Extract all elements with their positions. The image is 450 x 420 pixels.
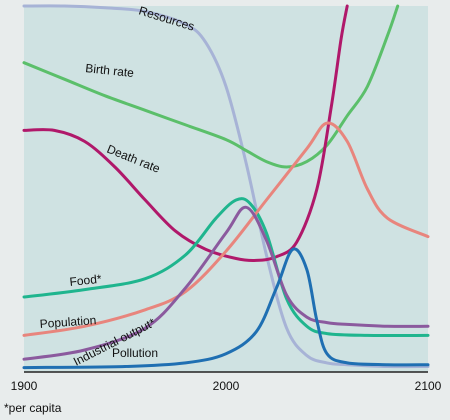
series-line-population — [22, 121, 430, 337]
series-line-pollution — [22, 247, 430, 370]
series-line-birth-rate — [22, 4, 400, 169]
series-label-birth-rate: Birth rate — [85, 61, 135, 80]
footnote: *per capita — [4, 401, 62, 415]
series-line-resources — [22, 4, 430, 369]
plot-area — [24, 6, 428, 372]
series-line-food — [22, 197, 430, 338]
series-lines — [22, 4, 430, 370]
series-label-food: Food* — [69, 272, 103, 289]
series-line-industrial-output — [22, 205, 430, 361]
series-label-pollution: Pollution — [112, 346, 158, 360]
x-tick-label: 2000 — [213, 379, 240, 393]
x-tick-label: 2100 — [415, 379, 442, 393]
x-tick-label: 1900 — [11, 379, 38, 393]
series-label-population: Population — [39, 313, 97, 331]
x-tick-labels: 1900 2000 2100 — [11, 379, 442, 393]
